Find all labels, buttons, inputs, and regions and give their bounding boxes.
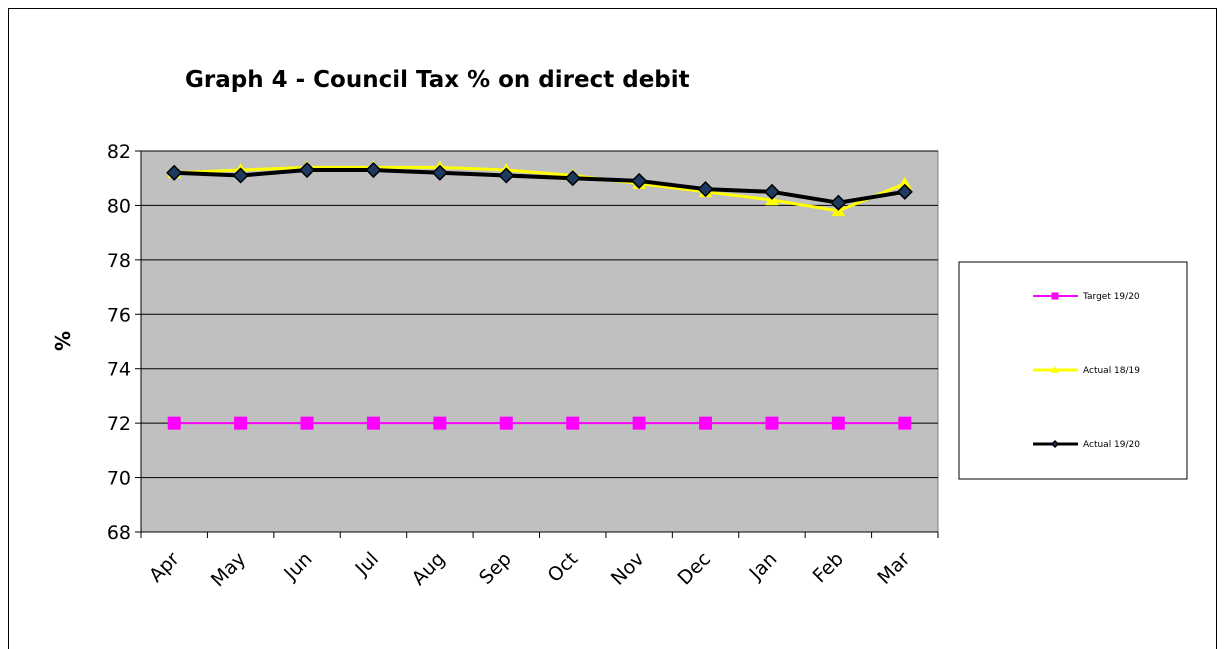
series-target-19-20: [167, 416, 912, 430]
series-marker: [898, 416, 912, 430]
series-line: [174, 165, 906, 213]
x-tick-label: Oct: [543, 548, 582, 587]
series-marker: [632, 416, 646, 430]
x-tick-label: May: [207, 548, 250, 591]
series-marker: [166, 164, 183, 181]
y-tick-label: 80: [107, 195, 131, 217]
series-marker: [365, 161, 382, 179]
series-marker: [499, 416, 513, 430]
series-marker: [765, 416, 779, 430]
series-marker: [433, 416, 447, 430]
y-tick-label: 76: [107, 304, 131, 326]
y-tick-label: 70: [107, 468, 131, 490]
series-marker: [631, 172, 648, 189]
series-marker: [763, 183, 781, 200]
series-actual-19-20: [166, 161, 913, 211]
series-marker: [366, 416, 380, 430]
y-axis: 68 70 72 74 76 78 80 82: [107, 141, 142, 544]
y-tick-label: 78: [107, 250, 131, 272]
y-tick-label: 68: [107, 522, 131, 544]
x-axis: Apr May Jun Jul Aug Sep Oct Nov Dec Jan Feb Mar: [140, 531, 939, 591]
legend-item: Actual 18/19: [1033, 365, 1140, 376]
x-tick-label: Jan: [745, 548, 782, 585]
series-marker: [1051, 365, 1059, 373]
x-tick-label: Feb: [809, 548, 848, 587]
series-marker: [167, 416, 181, 430]
y-axis-label: %: [51, 331, 75, 351]
series-marker: [232, 167, 249, 184]
series-marker: [564, 170, 581, 187]
series-marker: [1050, 439, 1060, 449]
legend-item: Actual 19/20: [1033, 439, 1140, 450]
y-tick-label: 74: [107, 359, 131, 381]
series-marker: [566, 416, 580, 430]
legend-label: Actual 18/19: [1083, 366, 1140, 376]
legend-label: Actual 19/20: [1083, 440, 1140, 450]
series-line: [174, 168, 906, 205]
series-marker: [697, 181, 714, 198]
series-marker: [234, 416, 248, 430]
series-layer: [166, 160, 913, 430]
y-tick-label: 82: [107, 141, 131, 163]
chart-frame: [8, 8, 1217, 649]
series-marker: [498, 167, 515, 184]
x-tick-label: Nov: [607, 548, 649, 590]
legend-item: Target 19/20: [1033, 292, 1140, 302]
x-tick-label: Mar: [873, 548, 914, 589]
series-marker: [699, 416, 713, 430]
series-marker: [896, 183, 913, 200]
x-tick-label: Aug: [408, 548, 450, 590]
x-tick-label: Jun: [279, 548, 316, 585]
series-marker: [831, 416, 845, 430]
series-marker: [830, 194, 847, 211]
x-tick-label: Sep: [475, 548, 516, 589]
chart-title: Graph 4 - Council Tax % on direct debit: [185, 67, 690, 93]
x-tick-label: Apr: [145, 548, 184, 587]
series-marker: [298, 161, 316, 179]
x-tick-label: Dec: [674, 548, 716, 590]
legend-label: Target 19/20: [1082, 292, 1140, 302]
series-marker: [431, 164, 448, 181]
series-marker: [1051, 292, 1059, 300]
x-tick-label: Jul: [351, 548, 383, 580]
series-marker: [300, 416, 314, 430]
legend-items: Target 19/20 Actual 18/19 Actual 19/20: [1033, 292, 1140, 450]
y-tick-label: 72: [107, 413, 131, 435]
